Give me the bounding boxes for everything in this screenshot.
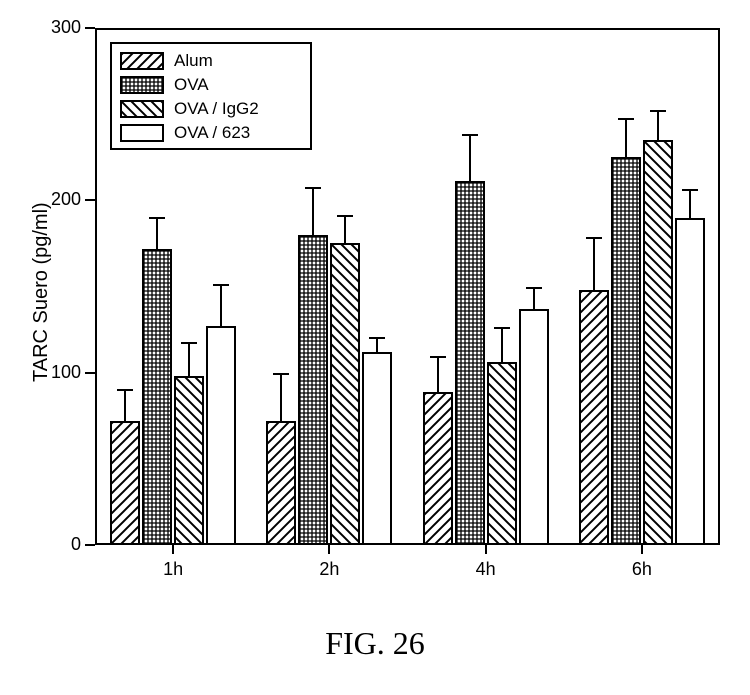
x-tick-label: 6h — [612, 559, 672, 580]
error-cap — [462, 134, 478, 136]
legend-item: OVA / IgG2 — [120, 99, 259, 119]
legend-label: OVA / 623 — [174, 123, 250, 143]
x-tick — [641, 545, 643, 554]
x-tick-label: 2h — [299, 559, 359, 580]
error-bar — [344, 216, 346, 244]
x-tick-label: 4h — [456, 559, 516, 580]
error-cap — [181, 342, 197, 344]
error-bar — [437, 357, 439, 391]
error-bar — [469, 135, 471, 182]
legend-item: Alum — [120, 51, 213, 71]
figure-caption: FIG. 26 — [0, 625, 750, 662]
legend-swatch — [120, 124, 164, 142]
legend-label: OVA / IgG2 — [174, 99, 259, 119]
bar — [579, 290, 609, 545]
y-tick-label: 300 — [51, 17, 81, 38]
error-cap — [273, 373, 289, 375]
y-tick-label: 0 — [71, 534, 81, 555]
chart-container: { "figure": { "type": "bar", "caption": … — [0, 0, 750, 695]
error-bar — [188, 343, 190, 376]
error-bar — [124, 390, 126, 421]
error-bar — [689, 190, 691, 218]
bar — [298, 235, 328, 545]
bar — [519, 309, 549, 545]
error-bar — [625, 119, 627, 157]
x-tick-label: 1h — [143, 559, 203, 580]
error-bar — [593, 238, 595, 290]
legend-item: OVA / 623 — [120, 123, 250, 143]
bar — [423, 392, 453, 545]
bar — [611, 157, 641, 545]
error-cap — [618, 118, 634, 120]
error-cap — [213, 284, 229, 286]
legend-label: OVA — [174, 75, 209, 95]
bar — [206, 326, 236, 545]
bar — [362, 352, 392, 545]
error-cap — [682, 189, 698, 191]
legend-label: Alum — [174, 51, 213, 71]
bar — [487, 362, 517, 545]
error-cap — [586, 237, 602, 239]
legend-swatch — [120, 76, 164, 94]
error-bar — [501, 328, 503, 362]
y-axis-label: TARC Suero (pg/ml) — [30, 202, 53, 382]
legend-swatch — [120, 100, 164, 118]
error-bar — [312, 188, 314, 235]
legend-item: OVA — [120, 75, 209, 95]
error-bar — [280, 374, 282, 421]
error-cap — [430, 356, 446, 358]
bar — [643, 140, 673, 545]
x-tick — [485, 545, 487, 554]
y-tick — [85, 544, 95, 546]
error-cap — [305, 187, 321, 189]
y-tick-label: 200 — [51, 189, 81, 210]
error-cap — [337, 215, 353, 217]
error-cap — [369, 337, 385, 339]
legend-swatch — [120, 52, 164, 70]
error-bar — [657, 111, 659, 140]
y-tick — [85, 27, 95, 29]
x-tick — [328, 545, 330, 554]
error-cap — [526, 287, 542, 289]
error-cap — [650, 110, 666, 112]
bar — [675, 218, 705, 545]
error-cap — [494, 327, 510, 329]
error-bar — [376, 338, 378, 352]
error-bar — [156, 218, 158, 249]
error-bar — [220, 285, 222, 326]
error-bar — [533, 288, 535, 309]
y-tick — [85, 199, 95, 201]
error-cap — [149, 217, 165, 219]
bar — [142, 249, 172, 545]
y-tick-label: 100 — [51, 362, 81, 383]
bar — [266, 421, 296, 545]
x-tick — [172, 545, 174, 554]
bar — [110, 421, 140, 545]
bar — [330, 243, 360, 545]
error-cap — [117, 389, 133, 391]
bar — [174, 376, 204, 545]
bar — [455, 181, 485, 545]
y-tick — [85, 372, 95, 374]
